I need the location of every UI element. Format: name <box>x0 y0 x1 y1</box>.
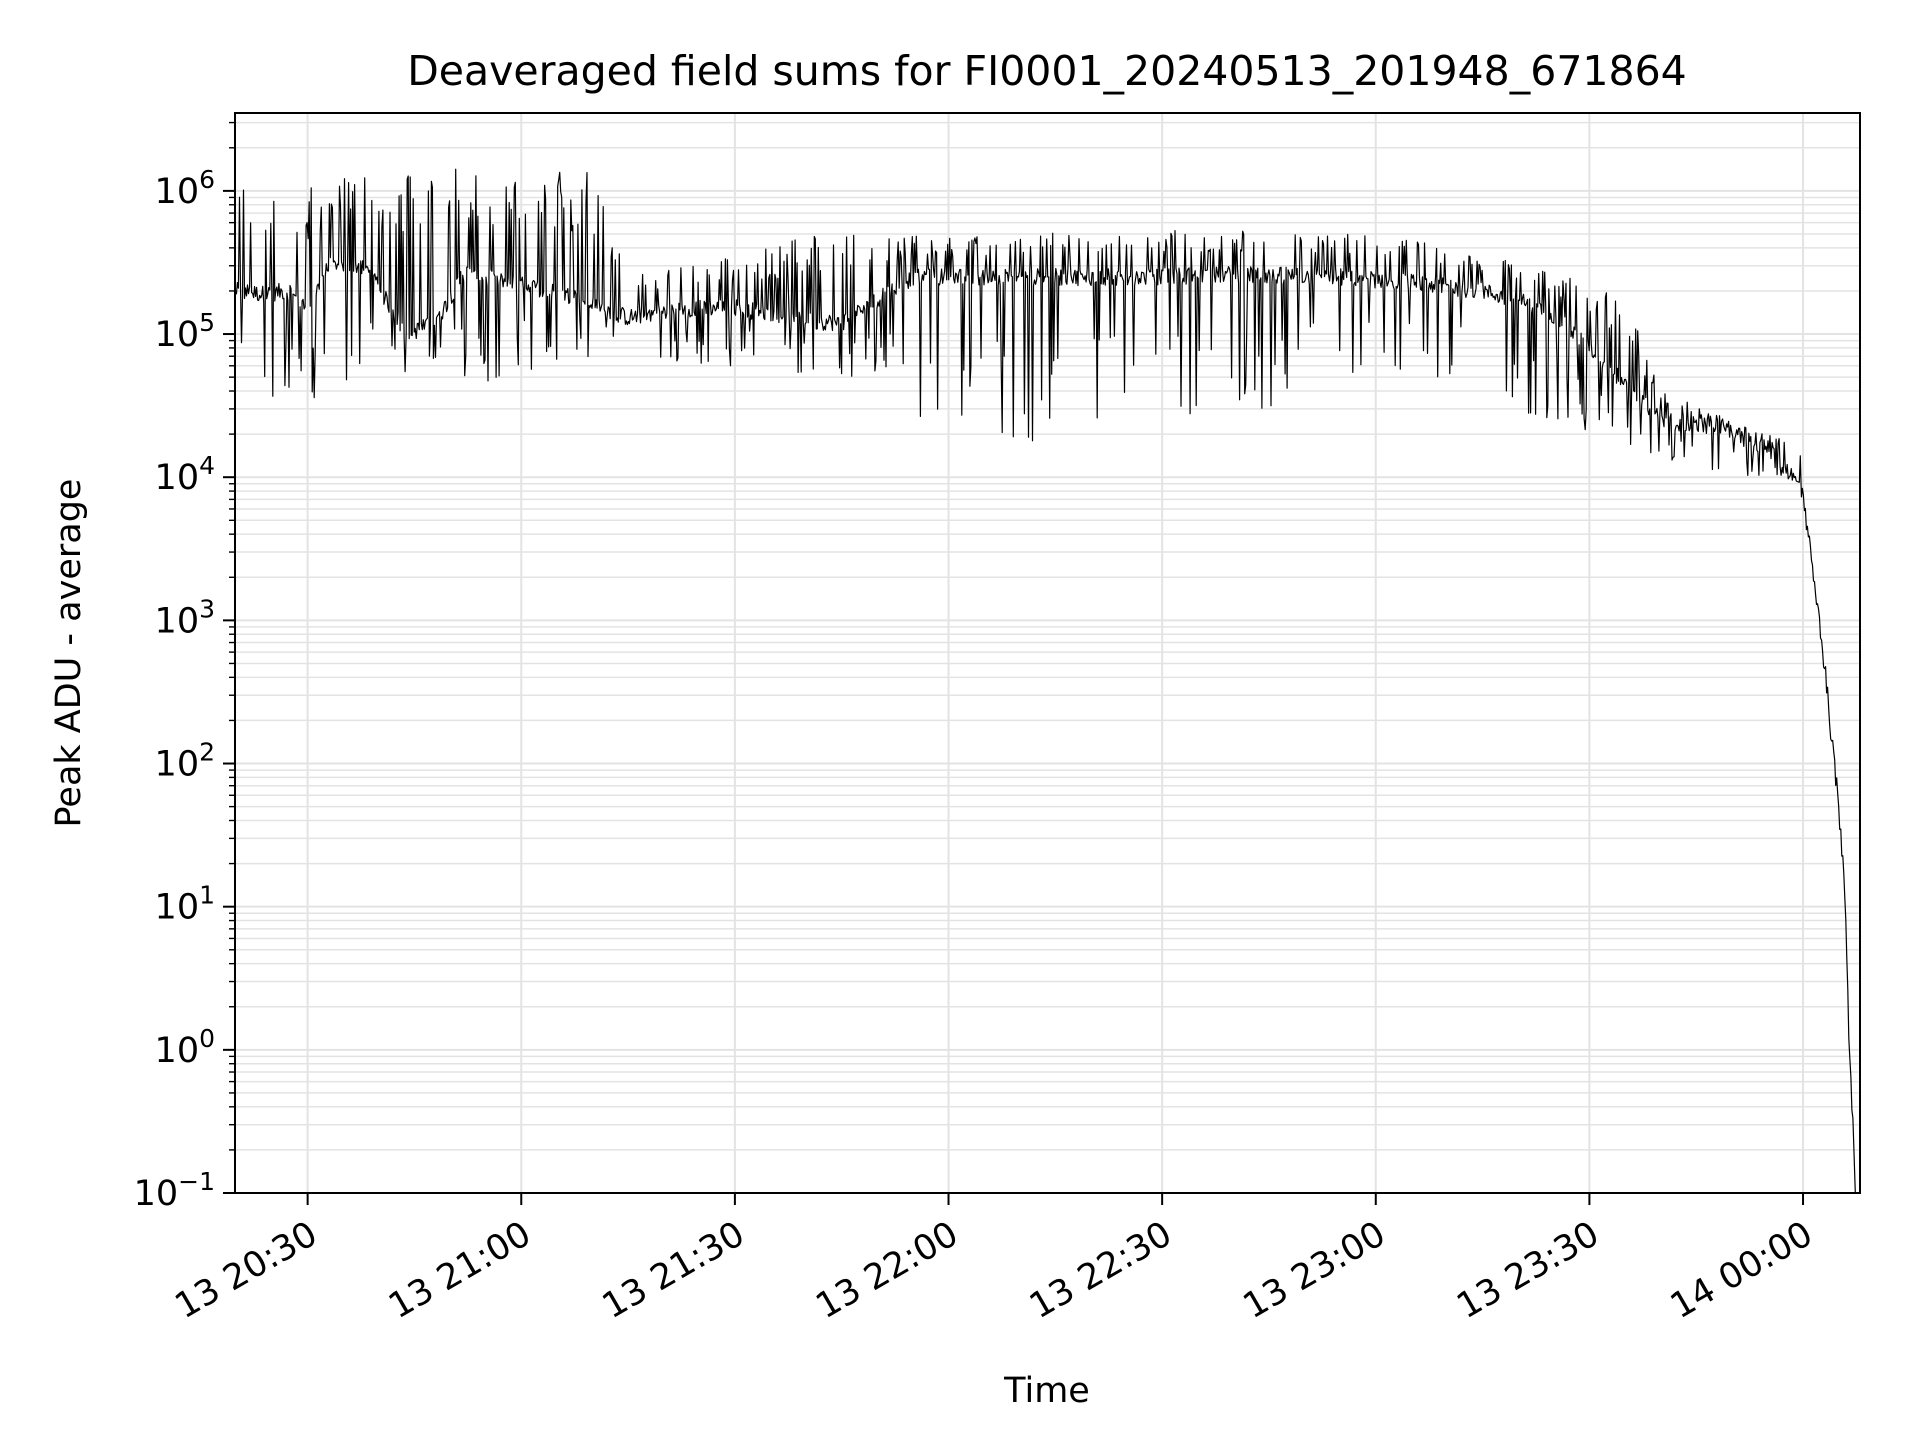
y-tick-label: 105 <box>155 308 215 355</box>
y-axis-label: Peak ADU - average <box>49 479 89 828</box>
x-axis-label: Time <box>1003 1371 1090 1411</box>
y-tick-label: 101 <box>155 881 215 928</box>
y-tick-label: 104 <box>155 451 215 498</box>
y-axis: 10−1 100 101 102 103 104 105 106 <box>134 121 235 1214</box>
chart-title: Deaveraged field sums for FI0001_2024051… <box>407 47 1687 95</box>
plot-frame <box>234 112 1861 1194</box>
y-tick-label: 100 <box>155 1024 215 1071</box>
y-tick-label: 10−1 <box>134 1167 215 1214</box>
y-tick-label: 102 <box>155 738 215 785</box>
data-line <box>235 168 1856 1194</box>
y-tick-label: 106 <box>155 165 215 212</box>
y-tick-label: 103 <box>155 594 215 641</box>
